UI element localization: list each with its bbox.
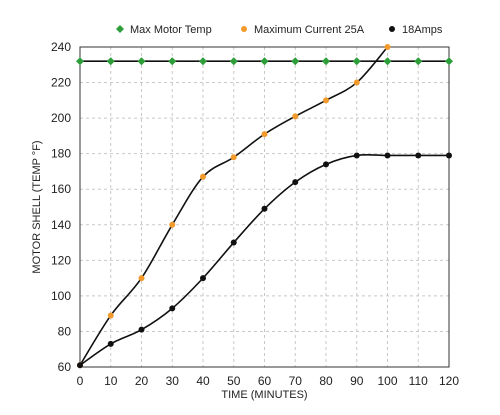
data-point-maximum-current-25a <box>353 79 360 86</box>
x-axis-ticks: 0 10 20 30 40 50 60 70 80 90 100 110 120 <box>77 374 460 388</box>
data-point-max-motor-temp <box>322 57 330 66</box>
x-tick-label: 100 <box>377 374 397 388</box>
series-max-motor-temp <box>76 57 453 66</box>
series-layer <box>76 44 453 369</box>
series-maximum-current-25a <box>77 44 391 369</box>
x-tick-label: 60 <box>258 374 272 388</box>
x-tick-label: 80 <box>319 374 333 388</box>
data-point-max-motor-temp <box>76 57 84 66</box>
data-point-maximum-current-25a <box>230 154 237 161</box>
data-point-max-motor-temp <box>137 57 146 66</box>
x-tick-label: 70 <box>289 374 303 388</box>
data-point-maximum-current-25a <box>323 97 329 104</box>
legend: Max Motor Temp Maximum Current 25A 18Amps <box>116 24 443 36</box>
data-point-max-motor-temp <box>291 57 300 66</box>
x-tick-label: 20 <box>135 374 149 388</box>
y-tick-label: 100 <box>51 289 71 303</box>
data-point-max-motor-temp <box>168 57 177 66</box>
data-point-18amps <box>230 239 237 246</box>
data-point-18amps <box>169 305 176 312</box>
legend-label-max-motor-temp: Max Motor Temp <box>130 24 212 36</box>
legend-label-maximum-current-25a: Maximum Current 25A <box>254 24 365 36</box>
data-point-max-motor-temp <box>352 57 361 66</box>
data-point-18amps <box>77 362 83 369</box>
x-axis-label: TIME (MINUTES) <box>221 389 307 401</box>
legend-marker-maximum-current-25a <box>241 26 247 32</box>
y-axis-label: MOTOR SHELL (TEMP °F) <box>31 140 43 273</box>
data-point-maximum-current-25a <box>138 275 145 282</box>
y-tick-label: 220 <box>51 76 71 90</box>
data-point-18amps <box>353 152 360 159</box>
data-point-18amps <box>107 340 114 347</box>
data-point-18amps <box>292 179 299 186</box>
y-tick-label: 160 <box>51 182 71 196</box>
x-tick-label: 30 <box>166 374 180 388</box>
data-point-maximum-current-25a <box>169 221 176 228</box>
data-point-maximum-current-25a <box>384 44 391 50</box>
data-point-18amps <box>415 152 422 159</box>
y-tick-label: 180 <box>51 147 71 161</box>
plot-frame <box>79 46 450 368</box>
data-point-maximum-current-25a <box>200 173 206 180</box>
y-tick-label: 140 <box>51 218 71 232</box>
x-tick-label: 120 <box>439 374 459 388</box>
data-point-18amps <box>384 152 391 159</box>
data-point-18amps <box>138 326 145 333</box>
x-tick-label: 90 <box>350 374 364 388</box>
data-point-max-motor-temp <box>260 57 269 66</box>
data-point-18amps <box>261 205 268 212</box>
y-tick-label: 60 <box>58 360 72 374</box>
data-point-maximum-current-25a <box>292 113 299 120</box>
data-point-max-motor-temp <box>414 57 423 66</box>
legend-marker-18amps <box>389 26 395 32</box>
data-point-max-motor-temp <box>106 57 115 66</box>
data-point-18amps <box>446 152 452 159</box>
data-point-max-motor-temp <box>199 57 207 66</box>
data-point-max-motor-temp <box>383 57 392 66</box>
y-axis-ticks: 60 80 100 120 140 160 180 200 220 240 <box>51 40 71 374</box>
y-tick-label: 120 <box>51 253 71 267</box>
y-tick-label: 80 <box>58 324 72 338</box>
x-tick-label: 110 <box>409 374 428 388</box>
data-point-18amps <box>200 275 206 282</box>
x-tick-label: 50 <box>227 374 241 388</box>
data-point-18amps <box>323 161 329 168</box>
series-18amps <box>77 152 452 369</box>
x-tick-label: 10 <box>104 374 118 388</box>
x-tick-label: 40 <box>196 374 210 388</box>
data-point-max-motor-temp <box>445 57 453 66</box>
legend-label-18amps: 18Amps <box>402 24 443 36</box>
data-point-max-motor-temp <box>229 57 238 66</box>
data-point-maximum-current-25a <box>107 312 114 319</box>
legend-marker-max-motor-temp <box>116 25 124 33</box>
x-tick-label: 0 <box>77 374 84 388</box>
y-tick-label: 200 <box>51 111 71 125</box>
y-tick-label: 240 <box>51 40 71 54</box>
data-point-maximum-current-25a <box>261 131 268 138</box>
